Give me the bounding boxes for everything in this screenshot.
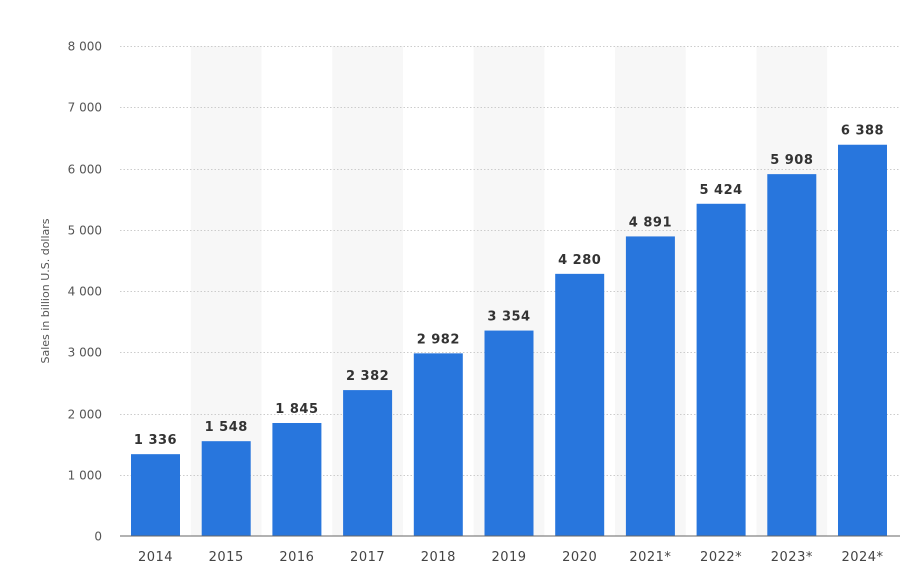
x-tick-label: 2018 <box>421 550 456 565</box>
x-tick-label: 2024* <box>841 550 883 565</box>
bar <box>272 422 322 536</box>
bar <box>343 390 393 536</box>
x-tick-label: 2023* <box>771 550 813 565</box>
x-tick-label: 2021* <box>629 550 671 565</box>
y-tick-label: 2 000 <box>68 408 102 422</box>
data-label: 3 354 <box>487 310 530 325</box>
x-tick-label: 2022* <box>700 550 742 565</box>
bar <box>767 174 817 536</box>
data-label: 1 845 <box>275 402 318 417</box>
bar <box>696 203 746 536</box>
x-axis-ticks: 2014 2015 2016 2017 2018 2019 2020 2021* 2022* 20… <box>138 550 883 565</box>
bar <box>555 273 605 536</box>
x-tick-label: 2019 <box>491 550 526 565</box>
bar <box>838 144 887 537</box>
data-label: 2 982 <box>417 332 460 347</box>
data-label: 6 388 <box>841 124 884 139</box>
x-tick-label: 2016 <box>279 550 314 565</box>
data-label: 4 891 <box>629 215 672 230</box>
data-labels: 1 336 1 548 1 845 2 382 2 982 3 354 4 280 4 891… <box>134 124 884 448</box>
data-label: 5 424 <box>699 183 742 198</box>
y-tick-label: 5 000 <box>68 224 102 238</box>
data-label: 1 548 <box>205 420 248 435</box>
y-axis-ticks: 0 1 000 2 000 3 000 4 000 5 000 6 000 7 000 8 00… <box>68 40 102 544</box>
data-label: 1 336 <box>134 433 177 448</box>
bar <box>201 441 251 536</box>
x-tick-label: 2015 <box>209 550 244 565</box>
data-label: 2 382 <box>346 369 389 384</box>
y-tick-label: 7 000 <box>68 101 102 115</box>
y-tick-label: 4 000 <box>68 285 102 299</box>
bar <box>484 330 534 536</box>
x-tick-label: 2020 <box>562 550 597 565</box>
y-tick-label: 1 000 <box>68 469 102 483</box>
data-label: 5 908 <box>770 153 813 168</box>
data-label: 4 280 <box>558 253 601 268</box>
y-tick-label: 3 000 <box>68 346 102 360</box>
bar <box>131 454 180 536</box>
y-tick-label: 0 <box>94 530 102 544</box>
y-axis-title: Sales in billion U.S. dollars <box>39 218 52 363</box>
y-tick-label: 8 000 <box>68 40 102 54</box>
bars <box>131 144 887 537</box>
y-tick-label: 6 000 <box>68 163 102 177</box>
bar <box>625 236 675 536</box>
bar <box>413 353 463 536</box>
x-tick-label: 2014 <box>138 550 173 565</box>
x-tick-label: 2017 <box>350 550 385 565</box>
